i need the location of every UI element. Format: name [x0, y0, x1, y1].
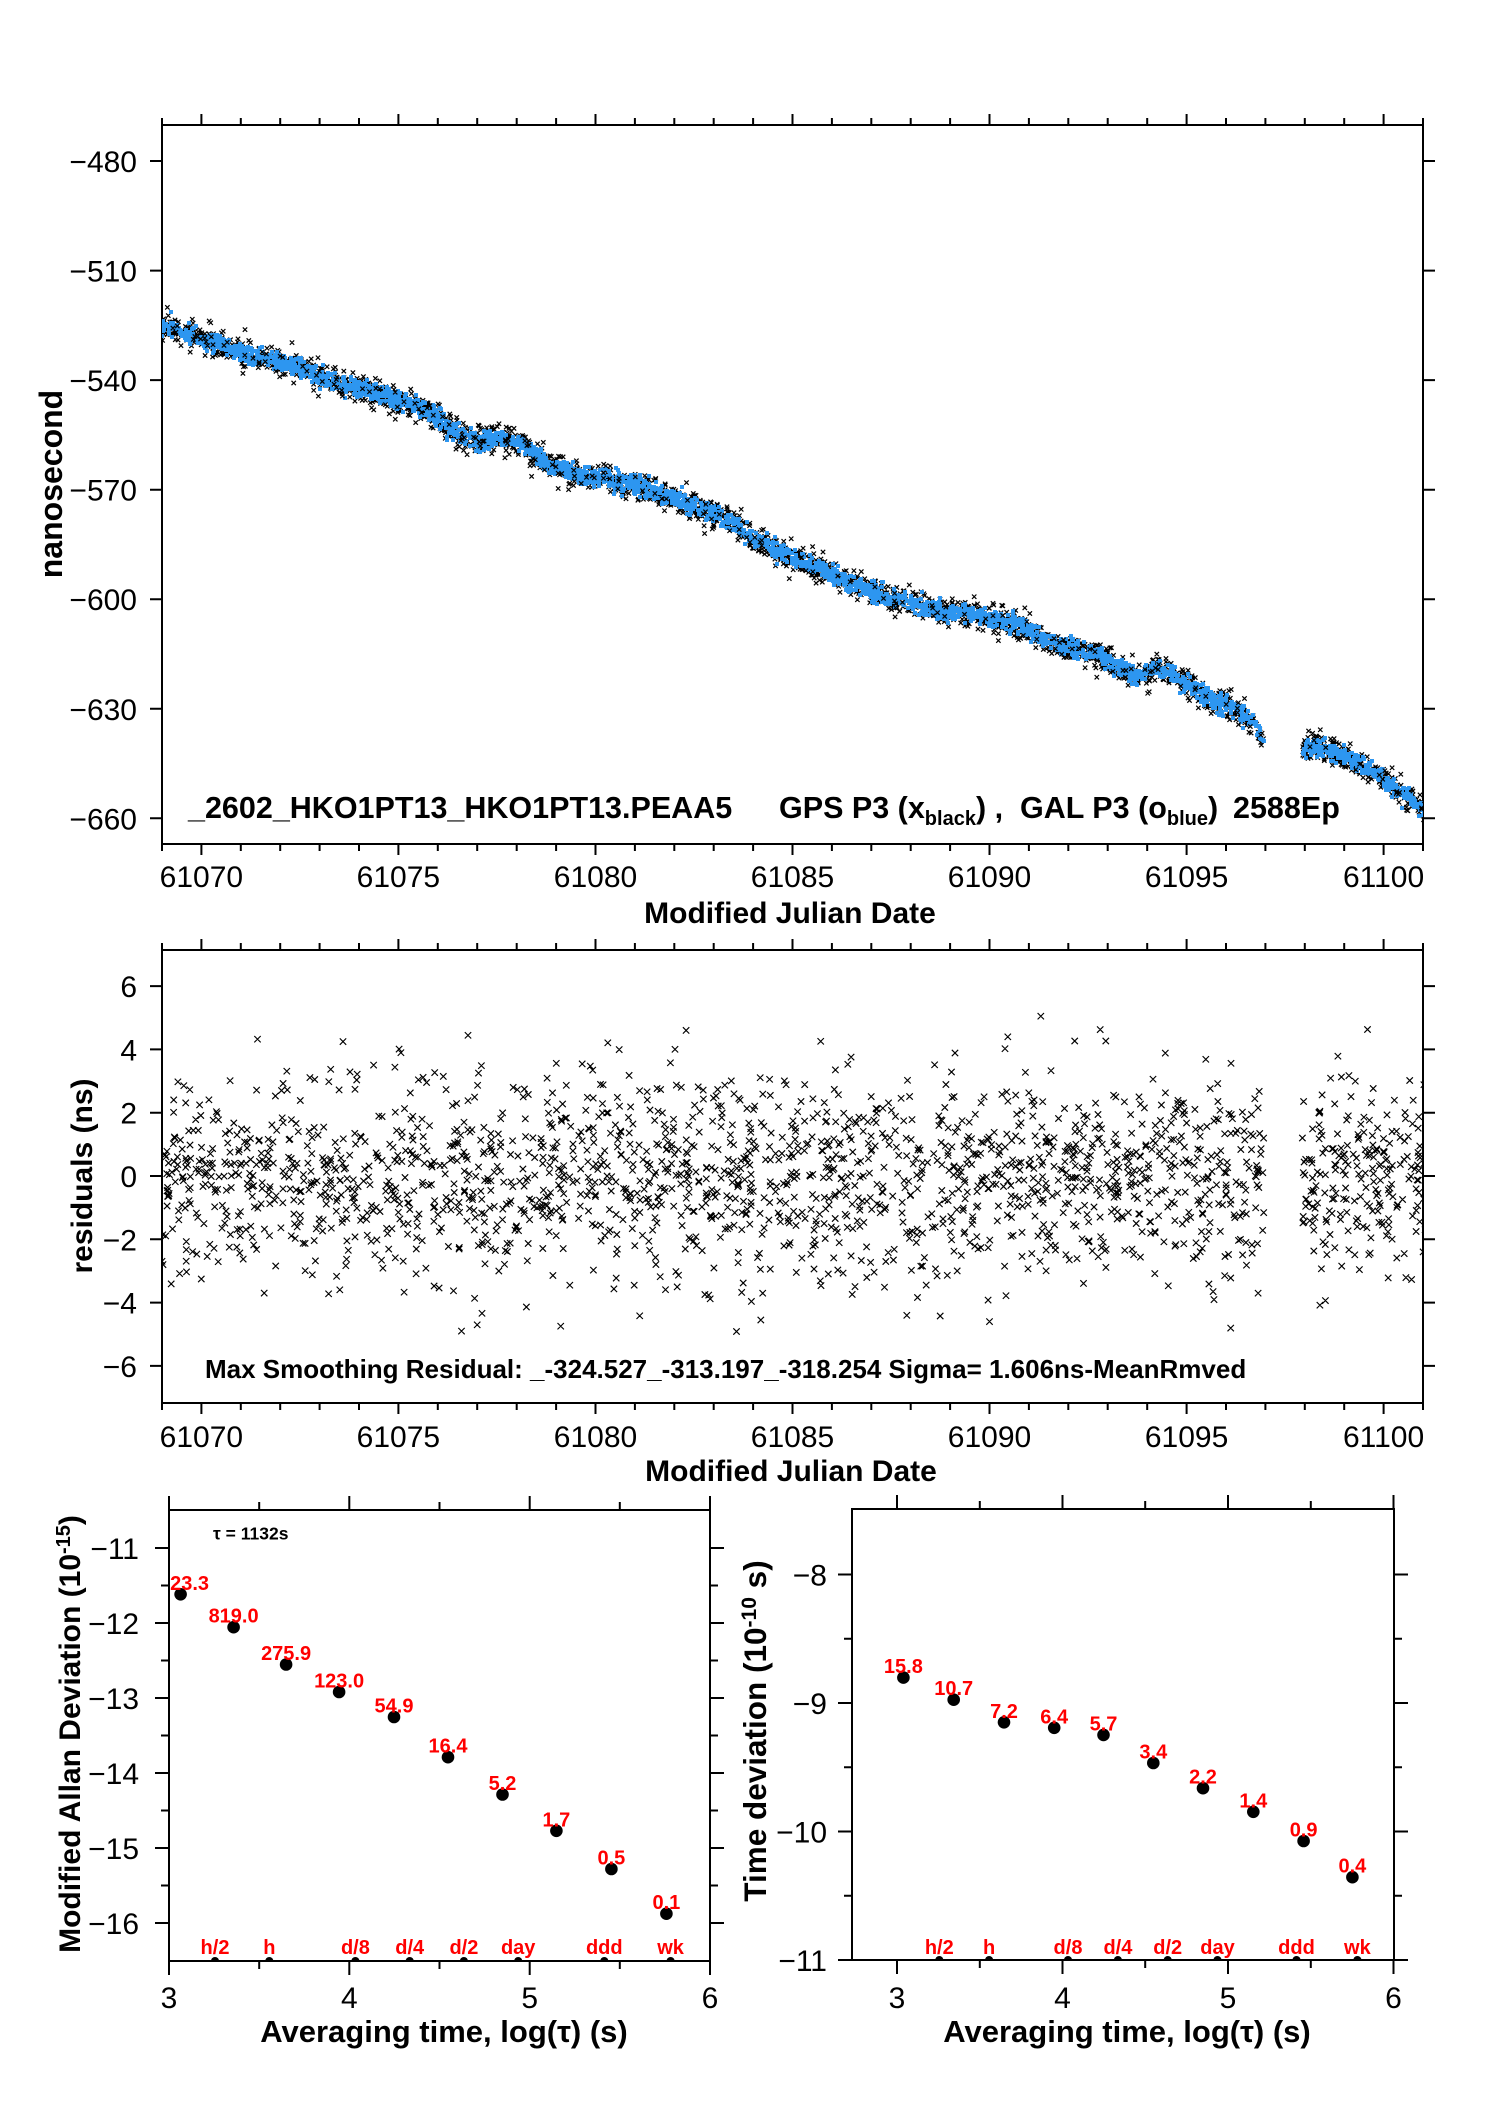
svg-text:−6: −6 — [103, 1351, 137, 1384]
svg-text:d/2: d/2 — [1153, 1937, 1182, 1959]
svg-text:h: h — [983, 1937, 995, 1959]
svg-text:τ = 1132s: τ = 1132s — [213, 1524, 289, 1544]
svg-text:61100: 61100 — [1343, 861, 1424, 894]
svg-text:−570: −570 — [69, 475, 137, 508]
svg-text:−2: −2 — [103, 1224, 137, 1257]
svg-text:3: 3 — [889, 1982, 906, 2015]
svg-text:−8: −8 — [793, 1560, 827, 1593]
svg-text:−12: −12 — [88, 1608, 139, 1641]
svg-text:16.4: 16.4 — [429, 1736, 469, 1758]
svg-text:Averaging time, log(τ) (s): Averaging time, log(τ) (s) — [943, 2014, 1311, 2049]
svg-text:61075: 61075 — [357, 861, 440, 894]
svg-text:54.9: 54.9 — [375, 1696, 414, 1718]
svg-text:61090: 61090 — [948, 861, 1031, 894]
svg-text:6.4: 6.4 — [1040, 1706, 1069, 1728]
svg-text:−600: −600 — [69, 584, 137, 617]
svg-text:−16: −16 — [88, 1908, 139, 1941]
svg-text:7.2: 7.2 — [990, 1701, 1018, 1723]
svg-text:_2602_HKO1PT13_HKO1PT13.PEAA5: _2602_HKO1PT13_HKO1PT13.PEAA5 — [187, 791, 732, 825]
svg-text:0: 0 — [120, 1161, 137, 1194]
svg-text:2.2: 2.2 — [1189, 1767, 1217, 1789]
svg-text:61085: 61085 — [751, 1421, 834, 1454]
svg-text:15.8: 15.8 — [884, 1656, 923, 1678]
svg-text:61070: 61070 — [160, 1421, 243, 1454]
svg-text:Averaging time, log(τ) (s): Averaging time, log(τ) (s) — [260, 2014, 628, 2049]
svg-text:Modified Julian Date: Modified Julian Date — [645, 1455, 937, 1488]
svg-text:nanosecond: nanosecond — [33, 390, 69, 578]
svg-text:−13: −13 — [88, 1683, 139, 1716]
svg-text:5: 5 — [1220, 1982, 1237, 2015]
svg-text:−630: −630 — [69, 694, 137, 727]
svg-text:Max Smoothing Residual: _-324.: Max Smoothing Residual: _-324.527_-313.1… — [205, 1354, 1246, 1384]
svg-text:4: 4 — [120, 1034, 137, 1067]
svg-text:−660: −660 — [69, 803, 137, 836]
svg-text:h/2: h/2 — [925, 1937, 954, 1959]
svg-text:61085: 61085 — [751, 861, 834, 894]
svg-text:d/4: d/4 — [395, 1937, 425, 1959]
svg-text:61095: 61095 — [1145, 861, 1228, 894]
svg-text:10.7: 10.7 — [934, 1678, 973, 1700]
svg-text:wk: wk — [656, 1937, 685, 1959]
svg-text:4: 4 — [1054, 1982, 1071, 2015]
svg-text:wk: wk — [1343, 1937, 1372, 1959]
svg-text:−510: −510 — [69, 256, 137, 289]
svg-text:819.0: 819.0 — [209, 1606, 259, 1628]
svg-text:2: 2 — [120, 1098, 137, 1131]
svg-text:61100: 61100 — [1343, 1421, 1424, 1454]
svg-text:Modified Julian Date: Modified Julian Date — [644, 897, 936, 930]
svg-text:23.3: 23.3 — [170, 1573, 209, 1595]
svg-text:61075: 61075 — [357, 1421, 440, 1454]
svg-text:61070: 61070 — [160, 861, 243, 894]
svg-text:0.5: 0.5 — [597, 1848, 625, 1870]
svg-text:123.0: 123.0 — [314, 1671, 364, 1693]
svg-text:0.1: 0.1 — [652, 1892, 680, 1914]
svg-text:−15: −15 — [88, 1833, 139, 1866]
svg-text:6: 6 — [1385, 1982, 1402, 2015]
svg-text:−11: −11 — [778, 1945, 827, 1978]
svg-text:day: day — [1200, 1937, 1235, 1959]
svg-text:h: h — [263, 1937, 275, 1959]
svg-text:day: day — [501, 1937, 536, 1959]
svg-text:5.7: 5.7 — [1090, 1713, 1118, 1735]
svg-text:Time deviation (10-10 s): Time deviation (10-10 s) — [737, 1560, 773, 1901]
svg-text:3.4: 3.4 — [1139, 1742, 1168, 1764]
svg-text:0.9: 0.9 — [1290, 1820, 1318, 1842]
svg-text:Modified Allan Deviation (10-1: Modified Allan Deviation (10-15) — [53, 1515, 87, 1953]
svg-text:−14: −14 — [88, 1758, 139, 1791]
svg-text:61080: 61080 — [554, 861, 637, 894]
svg-text:5: 5 — [521, 1982, 538, 2015]
svg-text:0.4: 0.4 — [1338, 1856, 1367, 1878]
svg-text:ddd: ddd — [586, 1937, 623, 1959]
svg-text:h/2: h/2 — [201, 1937, 230, 1959]
svg-text:4: 4 — [341, 1982, 358, 2015]
svg-text:residuals (ns): residuals (ns) — [66, 1078, 99, 1273]
svg-text:1.4: 1.4 — [1239, 1790, 1268, 1812]
svg-text:6: 6 — [702, 1982, 719, 2015]
svg-text:−480: −480 — [69, 146, 137, 179]
svg-text:d/8: d/8 — [341, 1937, 370, 1959]
svg-text:ddd: ddd — [1278, 1937, 1315, 1959]
svg-text:−11: −11 — [90, 1533, 139, 1566]
svg-text:−4: −4 — [103, 1288, 137, 1321]
svg-text:6: 6 — [120, 971, 137, 1004]
svg-text:275.9: 275.9 — [261, 1643, 311, 1665]
svg-text:d/4: d/4 — [1103, 1937, 1133, 1959]
svg-text:−540: −540 — [69, 365, 137, 398]
svg-text:d/2: d/2 — [449, 1937, 478, 1959]
svg-text:5.2: 5.2 — [489, 1773, 517, 1795]
svg-text:1.7: 1.7 — [542, 1809, 570, 1831]
svg-text:−10: −10 — [776, 1817, 827, 1850]
svg-text:61090: 61090 — [948, 1421, 1031, 1454]
svg-text:d/8: d/8 — [1054, 1937, 1083, 1959]
svg-text:61095: 61095 — [1145, 1421, 1228, 1454]
svg-text:61080: 61080 — [554, 1421, 637, 1454]
svg-text:−9: −9 — [793, 1688, 827, 1721]
svg-text:3: 3 — [161, 1982, 178, 2015]
svg-text:GPS P3 (xblack) ,GAL P3 (oblue: GPS P3 (xblack) , GAL P3 (oblue) 2588Ep — [779, 791, 1340, 830]
